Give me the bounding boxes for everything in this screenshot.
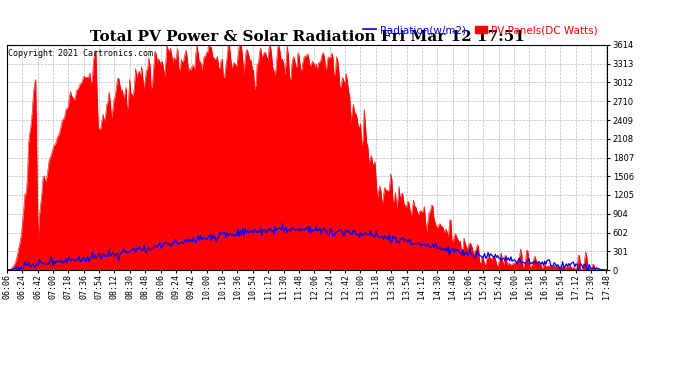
Text: Copyright 2021 Cartronics.com: Copyright 2021 Cartronics.com [8, 50, 153, 58]
Legend: Radiation(w/m2), PV Panels(DC Watts): Radiation(w/m2), PV Panels(DC Watts) [359, 21, 602, 39]
Title: Total PV Power & Solar Radiation Fri Mar 12 17:51: Total PV Power & Solar Radiation Fri Mar… [90, 30, 524, 44]
